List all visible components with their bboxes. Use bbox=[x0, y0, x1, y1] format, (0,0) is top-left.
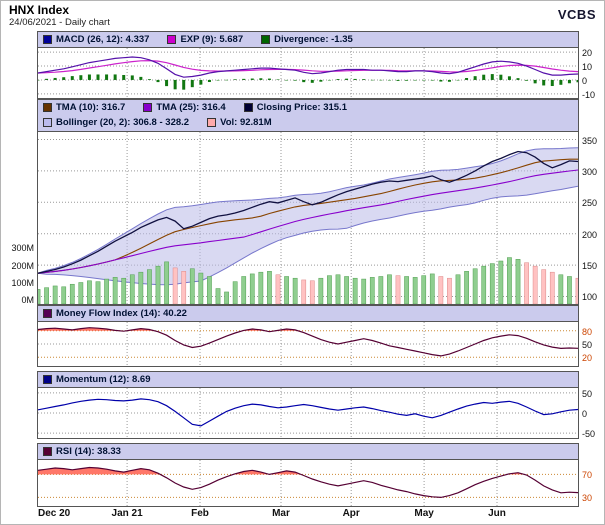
price-svg bbox=[38, 132, 578, 304]
legend-swatch bbox=[207, 118, 217, 127]
y-tick-label: 350 bbox=[582, 135, 598, 146]
mfi-y-axis: 80 50 20 bbox=[579, 321, 605, 367]
y-tick-label: 250 bbox=[582, 198, 598, 209]
rsi-panel: RSI (14): 38.33 70 30 bbox=[1, 443, 604, 507]
rsi-legend: RSI (14): 38.33 bbox=[37, 443, 579, 459]
macd-left-gutter bbox=[1, 47, 37, 99]
legend-item: Vol: 92.81M bbox=[207, 117, 272, 128]
legend-item: TMA (10): 316.7 bbox=[43, 102, 125, 113]
mfi-chart bbox=[37, 321, 579, 367]
legend-label: TMA (10): 316.7 bbox=[56, 102, 126, 113]
legend-swatch bbox=[167, 35, 177, 44]
macd-legend: MACD (26, 12): 4.337 EXP (9): 5.687 Diverg… bbox=[37, 31, 579, 47]
x-axis-label: Dec 20 bbox=[38, 508, 71, 519]
macd-chart bbox=[37, 47, 579, 99]
legend-label: Closing Price: 315.1 bbox=[256, 102, 347, 113]
volume-tick-label: 200M bbox=[11, 260, 34, 271]
legend-item: Closing Price: 315.1 bbox=[243, 102, 347, 113]
legend-label: MACD (26, 12): 4.337 bbox=[56, 34, 150, 45]
y-tick-label: 50 bbox=[582, 388, 593, 399]
y-tick-label: 300 bbox=[582, 166, 598, 177]
page-title: HNX Index bbox=[9, 3, 70, 17]
x-axis-label: Jun bbox=[488, 508, 506, 519]
x-axis: Dec 20 Jan 21 Feb Mar Apr May Jun bbox=[1, 507, 604, 524]
legend-swatch bbox=[43, 118, 52, 127]
macd-y-axis: 20 10 0 -10 bbox=[579, 47, 605, 100]
legend-item: RSI (14): 38.33 bbox=[43, 446, 121, 457]
legend-label: Divergence: -1.35 bbox=[274, 34, 353, 45]
legend-swatch bbox=[43, 375, 52, 384]
legend-swatch bbox=[43, 309, 52, 318]
legend-label: TMA (25): 316.4 bbox=[156, 102, 226, 113]
price-panel: TMA (10): 316.7 TMA (25): 316.4 Closing Pr… bbox=[1, 99, 604, 305]
y-tick-label: -10 bbox=[582, 89, 596, 100]
momentum-left-gutter bbox=[1, 387, 37, 439]
x-axis-label: Apr bbox=[342, 508, 360, 519]
y-tick-label: 150 bbox=[582, 261, 598, 272]
legend-item: Money Flow Index (14): 40.22 bbox=[43, 308, 187, 319]
y-tick-label: 10 bbox=[582, 62, 593, 73]
legend-item: TMA (25): 316.4 bbox=[143, 102, 226, 113]
legend-item: Bollinger (20, 2): 306.8 - 328.2 bbox=[43, 117, 189, 128]
chart-header: HNX Index 24/06/2021 - Daily chart VCBS bbox=[1, 1, 604, 31]
y-tick-label: 0 bbox=[582, 75, 588, 86]
rsi-chart bbox=[37, 459, 579, 507]
x-axis-label: Feb bbox=[191, 508, 209, 519]
y-tick-label: 200 bbox=[582, 229, 598, 240]
legend-swatch bbox=[143, 103, 153, 112]
legend-label: RSI (14): 38.33 bbox=[56, 446, 121, 457]
mfi-svg bbox=[38, 322, 578, 366]
legend-swatch bbox=[43, 103, 52, 112]
legend-item: Momentum (12): 8.69 bbox=[43, 374, 151, 385]
x-axis-label: May bbox=[414, 508, 434, 519]
y-tick-label: 20 bbox=[582, 353, 593, 364]
y-tick-label: -50 bbox=[582, 429, 596, 440]
legend-label: Momentum (12): 8.69 bbox=[56, 374, 151, 385]
money-flow-index-panel: Money Flow Index (14): 40.22 80 50 20 bbox=[1, 305, 604, 367]
legend-item: Divergence: -1.35 bbox=[261, 34, 353, 45]
y-tick-label: 30 bbox=[582, 493, 593, 504]
price-chart bbox=[37, 131, 579, 305]
legend-label: EXP (9): 5.687 bbox=[180, 34, 244, 45]
legend-label: Bollinger (20, 2): 306.8 - 328.2 bbox=[56, 117, 190, 128]
momentum-svg bbox=[38, 388, 578, 438]
brand-logo: VCBS bbox=[557, 7, 596, 22]
y-tick-label: 20 bbox=[582, 48, 593, 59]
x-axis-label: Mar bbox=[272, 508, 290, 519]
volume-tick-label: 100M bbox=[11, 277, 34, 288]
y-tick-label: 50 bbox=[582, 340, 593, 350]
legend-swatch bbox=[43, 447, 52, 456]
volume-tick-label: 300M bbox=[11, 243, 34, 254]
legend-swatch bbox=[261, 35, 271, 44]
volume-axis: 300M 200M 100M 0M bbox=[1, 131, 37, 305]
x-axis-label: Jan 21 bbox=[111, 508, 143, 519]
momentum-panel: Momentum (12): 8.69 50 0 -50 bbox=[1, 371, 604, 439]
mfi-left-gutter bbox=[1, 321, 37, 367]
legend-label: Money Flow Index (14): 40.22 bbox=[56, 308, 187, 319]
legend-item: EXP (9): 5.687 bbox=[167, 34, 243, 45]
rsi-y-axis: 70 30 bbox=[579, 459, 605, 507]
y-tick-label: 70 bbox=[582, 470, 593, 481]
legend-swatch bbox=[243, 103, 253, 112]
price-y-axis: 350 300 250 200 150 100 bbox=[579, 131, 605, 305]
volume-tick-label: 0M bbox=[21, 295, 34, 305]
momentum-legend: Momentum (12): 8.69 bbox=[37, 371, 579, 387]
legend-swatch bbox=[43, 35, 52, 44]
momentum-y-axis: 50 0 -50 bbox=[579, 387, 605, 439]
momentum-chart bbox=[37, 387, 579, 439]
rsi-left-gutter bbox=[1, 459, 37, 507]
y-tick-label: 80 bbox=[582, 326, 593, 337]
y-tick-label: 100 bbox=[582, 292, 598, 303]
legend-label: Vol: 92.81M bbox=[220, 117, 272, 128]
rsi-svg bbox=[38, 460, 578, 506]
macd-svg bbox=[38, 48, 578, 98]
y-tick-label: 0 bbox=[582, 409, 588, 419]
price-legend: TMA (10): 316.7 TMA (25): 316.4 Closing Pr… bbox=[37, 99, 579, 131]
chart-subtitle: 24/06/2021 - Daily chart bbox=[9, 17, 110, 28]
mfi-legend: Money Flow Index (14): 40.22 bbox=[37, 305, 579, 321]
legend-item: MACD (26, 12): 4.337 bbox=[43, 34, 149, 45]
macd-panel: MACD (26, 12): 4.337 EXP (9): 5.687 Diverg… bbox=[1, 31, 605, 100]
